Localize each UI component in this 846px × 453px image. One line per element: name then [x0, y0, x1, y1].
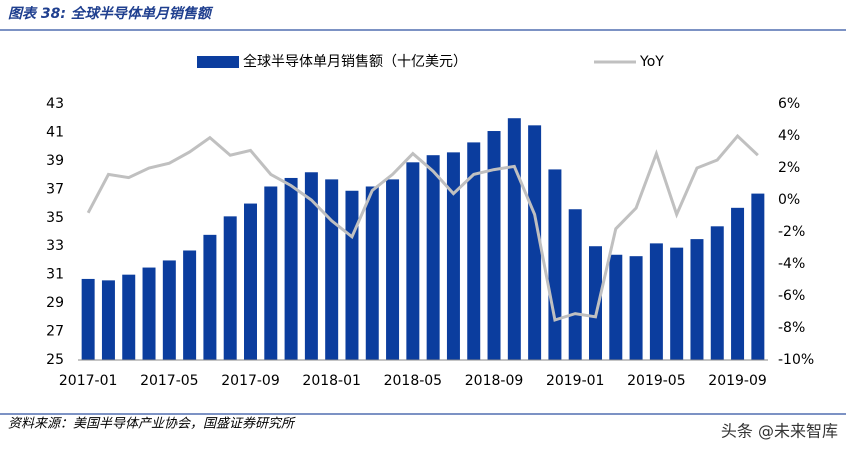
y2-tick-label: -4%	[778, 256, 805, 272]
y2-tick-label: 6%	[778, 96, 800, 112]
bar	[264, 186, 278, 360]
bar	[670, 247, 684, 360]
bar	[507, 118, 521, 360]
y-tick-label: 31	[46, 267, 64, 283]
bar	[365, 186, 379, 360]
bar	[589, 246, 602, 360]
bar	[81, 278, 95, 360]
bar	[446, 152, 460, 360]
bar	[304, 172, 318, 360]
y2-tick-label: -2%	[778, 224, 805, 240]
bar	[690, 239, 704, 360]
y-tick-label: 27	[46, 324, 64, 340]
bar	[548, 169, 562, 360]
bar	[101, 280, 115, 360]
x-tick-label: 2019-01	[546, 373, 605, 389]
bar	[710, 226, 724, 360]
y2-tick-label: 2%	[778, 160, 800, 176]
bar	[345, 190, 359, 360]
y-tick-label: 25	[46, 352, 64, 368]
bar	[142, 267, 156, 360]
x-tick-label: 2017-01	[59, 373, 118, 389]
bar	[223, 216, 237, 360]
x-tick-label: 2019-09	[708, 373, 767, 389]
bar	[244, 203, 257, 360]
bar	[629, 256, 643, 360]
watermark: 头条 @未来智库	[721, 422, 838, 441]
bar	[203, 234, 217, 360]
bar	[162, 260, 176, 360]
bar	[528, 125, 542, 360]
x-tick-label: 2018-05	[384, 373, 443, 389]
bar	[467, 142, 481, 360]
bar	[122, 274, 136, 360]
bar	[751, 193, 765, 360]
y-tick-label: 35	[46, 210, 64, 226]
chart-title: 图表 38: 全球半导体单月销售额	[8, 5, 214, 22]
legend-swatch	[197, 56, 239, 68]
y-tick-label: 29	[46, 295, 64, 311]
bar	[649, 243, 663, 360]
bar	[426, 155, 440, 360]
y-tick-label: 41	[46, 124, 64, 140]
x-tick-label: 2019-05	[627, 373, 686, 389]
y-tick-label: 33	[46, 238, 64, 254]
bar	[487, 131, 501, 360]
source: 资料来源：美国半导体产业协会，国盛证券研究所	[8, 416, 296, 432]
bar	[386, 179, 400, 360]
y2-tick-label: 0%	[778, 192, 800, 208]
y2-tick-label: 4%	[778, 128, 800, 144]
y-tick-label: 39	[46, 153, 64, 169]
y2-tick-label: -8%	[778, 320, 805, 336]
bar	[406, 162, 420, 360]
x-tick-label: 2017-05	[140, 373, 199, 389]
x-tick-label: 2017-09	[221, 373, 280, 389]
bar	[325, 179, 339, 360]
y-tick-label: 43	[46, 96, 64, 112]
y-tick-label: 37	[46, 181, 64, 197]
bar	[284, 177, 298, 360]
x-tick-label: 2018-09	[465, 373, 524, 389]
y2-tick-label: -10%	[778, 352, 814, 368]
y2-tick-label: -6%	[778, 288, 805, 304]
bar	[731, 207, 745, 360]
bar	[568, 209, 582, 360]
line	[86, 133, 759, 322]
legend-label: YoY	[639, 54, 664, 70]
bar	[183, 250, 197, 360]
bar	[609, 254, 623, 360]
x-tick-label: 2018-01	[302, 373, 361, 389]
legend-label: 全球半导体单月销售额（十亿美元）	[243, 53, 467, 70]
